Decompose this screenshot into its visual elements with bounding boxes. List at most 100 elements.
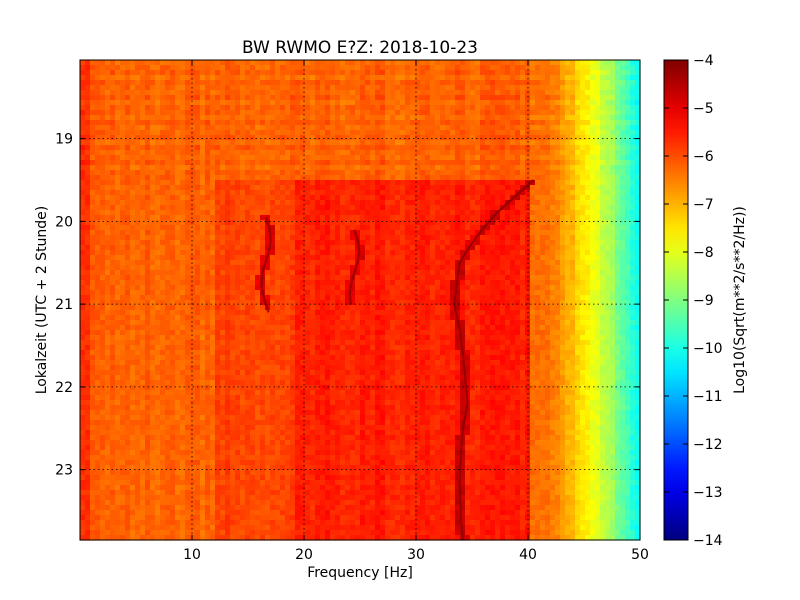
heatmap-cell [360,180,366,186]
heatmap-cell [160,65,166,71]
heatmap-cell [85,120,91,126]
heatmap-cell [350,135,356,141]
heatmap-cell [605,105,611,111]
heatmap-cell [550,200,556,206]
heatmap-cell [575,95,581,101]
heatmap-cell [255,185,261,191]
heatmap-cell [90,175,96,181]
heatmap-cell [505,205,511,211]
heatmap-cell [285,180,291,186]
heatmap-cell [320,260,326,266]
heatmap-cell [435,110,441,116]
heatmap-cell [280,75,286,81]
heatmap-cell [390,125,396,131]
heatmap-cell [455,65,461,71]
heatmap-cell [550,110,556,116]
heatmap-cell [470,145,476,151]
heatmap-cell [365,255,371,261]
heatmap-cell [470,150,476,156]
heatmap-cell [520,225,526,231]
heatmap-cell [365,95,371,101]
heatmap-cell [475,220,481,226]
heatmap-cell [385,270,391,276]
heatmap-cell [400,105,406,111]
heatmap-cell [630,160,636,166]
heatmap-cell [150,220,156,226]
heatmap-cell [490,225,496,231]
heatmap-cell [205,135,211,141]
heatmap-cell [80,265,86,271]
heatmap-cell [250,115,256,121]
heatmap-cell [360,165,366,171]
heatmap-cell [170,260,176,266]
heatmap-cell [610,255,616,261]
heatmap-cell [630,115,636,121]
heatmap-cell [510,115,516,121]
heatmap-cell [590,125,596,131]
heatmap-cell [195,225,201,231]
heatmap-cell [540,135,546,141]
heatmap-cell [95,160,101,166]
heatmap-cell [575,155,581,161]
heatmap-cell [440,210,446,216]
heatmap-cell [415,230,421,236]
heatmap-cell [625,175,631,181]
heatmap-cell [240,75,246,81]
heatmap-cell [90,170,96,176]
heatmap-cell [365,205,371,211]
heatmap-cell [280,135,286,141]
heatmap-cell [130,155,136,161]
heatmap-cell [380,280,386,286]
heatmap-cell [575,120,581,126]
heatmap-cell [270,120,276,126]
heatmap-cell [530,125,536,131]
heatmap-cell [125,120,131,126]
heatmap-cell [100,280,106,286]
heatmap-cell [375,280,381,286]
heatmap-cell [530,225,536,231]
heatmap-cell [265,160,271,166]
heatmap-cell [535,120,541,126]
heatmap-cell [290,125,296,131]
heatmap-cell [550,150,556,156]
heatmap-cell [195,270,201,276]
heatmap-cell [140,240,146,246]
heatmap-cell [340,215,346,221]
heatmap-cell [135,270,141,276]
heatmap-cell [475,175,481,181]
heatmap-cell [310,70,316,76]
heatmap-cell [450,230,456,236]
heatmap-cell [520,140,526,146]
heatmap-cell [605,175,611,181]
heatmap-cell [610,195,616,201]
heatmap-cell [215,220,221,226]
heatmap-cell [490,190,496,196]
heatmap-cell [435,120,441,126]
heatmap-cell [615,275,621,281]
heatmap-cell [260,220,266,226]
heatmap-cell [400,160,406,166]
heatmap-cell [535,255,541,261]
heatmap-cell [445,185,451,191]
heatmap-cell [540,175,546,181]
heatmap-cell [185,75,191,81]
heatmap-cell [245,65,251,71]
heatmap-cell [210,230,216,236]
heatmap-cell [180,75,186,81]
heatmap-cell [160,140,166,146]
heatmap-cell [315,175,321,181]
heatmap-cell [455,250,461,256]
heatmap-cell [395,70,401,76]
heatmap-cell [540,105,546,111]
heatmap-cell [305,65,311,71]
heatmap-cell [520,180,526,186]
heatmap-cell [500,240,506,246]
heatmap-cell [290,180,296,186]
heatmap-cell [80,250,86,256]
heatmap-cell [630,235,636,241]
heatmap-cell [625,90,631,96]
heatmap-cell [570,205,576,211]
heatmap-cell [185,280,191,286]
heatmap-cell [305,150,311,156]
heatmap-cell [545,220,551,226]
